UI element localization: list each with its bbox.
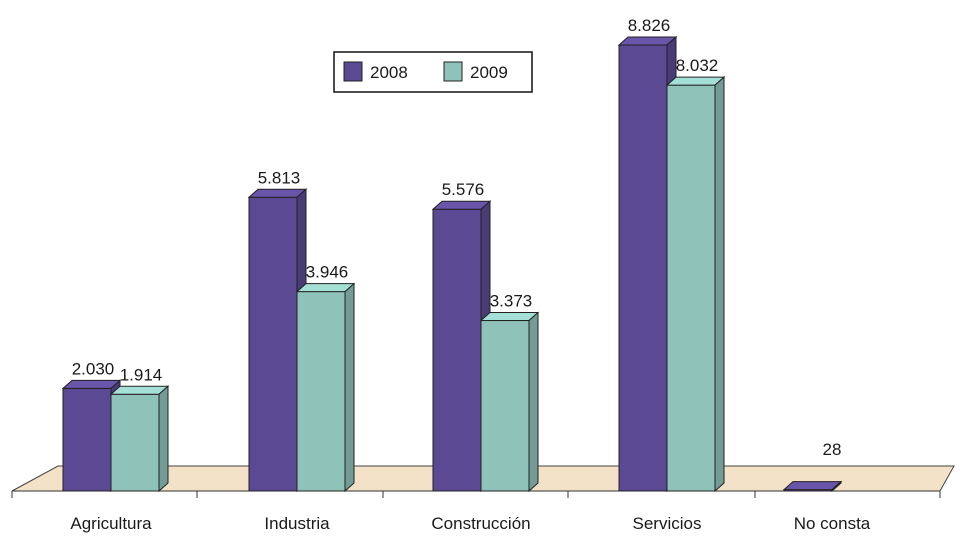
x-tick-label: Agricultura: [70, 514, 152, 533]
bar-side: [714, 76, 725, 493]
bar-front: [432, 208, 482, 492]
legend-box: [333, 51, 533, 93]
bar-top: [109, 385, 170, 395]
data-label: 8.826: [628, 16, 671, 35]
x-tick-label: Industria: [264, 514, 330, 533]
bar-2008-2: [431, 200, 492, 493]
data-label: 1.914: [120, 365, 163, 384]
bar-side: [528, 311, 539, 493]
x-tick-label: No consta: [794, 514, 871, 533]
bar-side: [158, 385, 169, 493]
bar-top: [431, 200, 492, 210]
bar-top: [617, 36, 678, 46]
bar-top: [782, 481, 843, 491]
bar-top: [61, 379, 122, 389]
bar-top: [479, 312, 540, 322]
bar-side: [831, 480, 842, 493]
data-label: 3.946: [306, 263, 349, 282]
data-label: 28: [823, 440, 842, 459]
data-label: 5.576: [442, 180, 485, 199]
data-label: 2.030: [72, 359, 115, 378]
bar-top: [665, 76, 726, 86]
legend-swatch: [443, 61, 463, 82]
bar-front: [666, 84, 716, 492]
legend-swatch: [343, 61, 363, 82]
bar-2008-4: [782, 480, 843, 493]
bar-front: [110, 393, 160, 492]
data-label: 3.373: [490, 292, 533, 311]
bar-top: [247, 188, 308, 198]
bar-side: [344, 282, 355, 493]
legend: 2008 2009: [333, 51, 533, 93]
legend-label: 2008: [370, 63, 408, 82]
bar-2009-1: [295, 282, 356, 493]
bar-front: [248, 196, 298, 492]
x-tick-label: Construcción: [431, 514, 530, 533]
bar-2009-3: [665, 76, 726, 493]
legend-label: 2009: [470, 63, 508, 82]
bar-front: [480, 320, 530, 492]
data-label: 8.032: [676, 56, 719, 75]
bar-front: [62, 387, 112, 492]
bar-front: [296, 291, 346, 492]
bar-top: [295, 283, 356, 293]
data-label: 5.813: [258, 168, 301, 187]
bar-2009-2: [479, 311, 540, 493]
bar-2009-0: [109, 385, 170, 493]
bar-front: [618, 44, 668, 492]
x-tick-label: Servicios: [633, 514, 702, 533]
